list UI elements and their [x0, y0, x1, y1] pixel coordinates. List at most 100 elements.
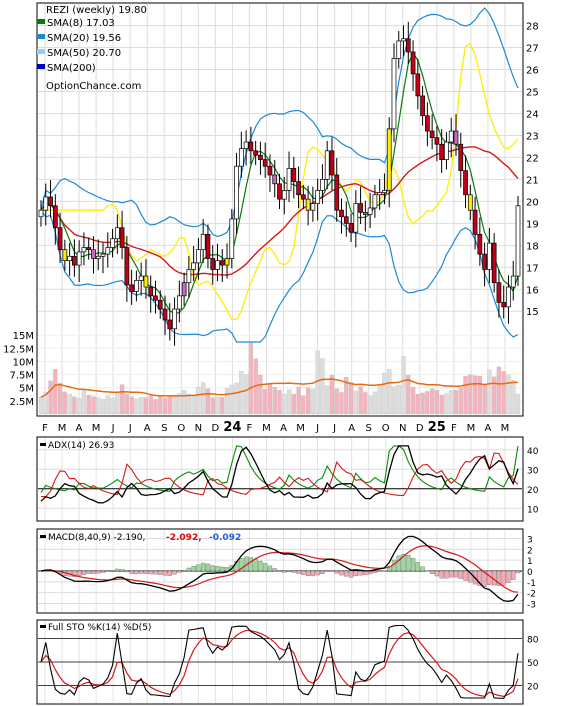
- volume-bar: [77, 398, 82, 415]
- macd-histogram-bar: [291, 570, 296, 573]
- volume-bar: [38, 397, 44, 415]
- macd-tick-label: -1: [527, 579, 536, 589]
- candle-body: [52, 205, 58, 229]
- macd-histogram-bar: [429, 570, 435, 574]
- macd-tick-label: -2: [527, 590, 536, 600]
- macd-histogram-bar: [353, 570, 358, 577]
- month-tick-label: M: [262, 423, 271, 434]
- candle-body: [410, 51, 416, 75]
- sto-tick-label: 20: [527, 682, 539, 692]
- legend-swatch-sma50: [37, 49, 45, 54]
- candle-body: [215, 260, 220, 270]
- volume-axis: 15M 12.5M 10M 7.5M 5M 2.5M: [3, 331, 34, 408]
- candle-body: [281, 190, 287, 200]
- candle-body: [296, 181, 301, 196]
- candle-body: [43, 196, 49, 211]
- macd-histogram-bar: [377, 570, 382, 572]
- candle-body: [272, 174, 278, 185]
- macd-histogram-bar: [139, 570, 144, 574]
- candle-body: [138, 275, 144, 281]
- candle-body: [363, 212, 368, 215]
- volume-bar: [258, 374, 263, 415]
- macd-tick-label: -3: [527, 601, 536, 611]
- macd-histogram-bar: [124, 570, 130, 573]
- candle-body: [420, 95, 425, 117]
- macd-histogram-bar: [186, 567, 192, 572]
- candle-body: [76, 251, 82, 266]
- candle-body: [200, 233, 206, 251]
- bollinger-lower-band: [40, 209, 519, 343]
- macd-histogram-bar: [344, 570, 349, 577]
- year-tick-label: 25: [428, 420, 446, 435]
- volume-bar: [339, 392, 344, 415]
- adx-tick-label: 30: [527, 466, 539, 476]
- candle-body: [110, 238, 115, 248]
- month-tick-label: M: [296, 423, 305, 434]
- volume-tick-label: 2.5M: [9, 397, 34, 408]
- yellow-overlay-line: [41, 43, 519, 320]
- volume-bar: [487, 369, 492, 415]
- volume-bar: [515, 393, 521, 415]
- volume-tick-label: 5M: [19, 384, 34, 395]
- macd-histogram-bar: [153, 570, 158, 575]
- month-tick-label: A: [485, 423, 492, 434]
- volume-bar: [325, 385, 330, 415]
- volume-bar: [444, 393, 449, 415]
- macd-label: MACD(8,40,9) -2.190,: [48, 533, 145, 543]
- candle-body: [238, 148, 244, 167]
- macd-histogram-bar: [329, 570, 335, 572]
- candle-body: [467, 194, 473, 211]
- month-tick-label: S: [365, 423, 371, 434]
- month-tick-label: A: [76, 423, 83, 434]
- candle-body: [167, 319, 173, 330]
- candle-body: [491, 242, 497, 284]
- macd-histogram-bar: [77, 570, 82, 576]
- macd-histogram-bar: [401, 554, 406, 572]
- volume-bar: [506, 374, 511, 415]
- candle-body: [386, 128, 392, 191]
- volume-bar: [186, 393, 192, 415]
- macd-histogram-bar: [167, 570, 172, 576]
- candle-body: [81, 247, 87, 253]
- volume-bar: [272, 387, 277, 415]
- macd-histogram-bar: [105, 570, 110, 572]
- volume-bar: [296, 387, 301, 415]
- candle-body: [157, 299, 163, 310]
- month-tick-label: A: [348, 423, 355, 434]
- volume-bar: [463, 375, 468, 415]
- volume-bar: [496, 366, 502, 415]
- macd-histogram-bar: [382, 570, 387, 572]
- volume-bar: [320, 358, 325, 415]
- volume-bar: [315, 350, 320, 415]
- macd-histogram-bar: [100, 570, 106, 573]
- volume-bar: [81, 390, 87, 415]
- candle-body: [439, 143, 445, 160]
- candle-body: [453, 130, 459, 145]
- price-tick-label: 27: [526, 44, 539, 55]
- adx-tick-label: 10: [527, 505, 539, 515]
- volume-bar: [286, 389, 292, 415]
- volume-bar: [224, 388, 230, 415]
- legend-sma50: SMA(50) 20.70: [47, 48, 121, 59]
- macd-histogram-bar: [239, 558, 244, 572]
- candle-body: [353, 203, 359, 233]
- volume-bar: [129, 396, 134, 415]
- volume-bar: [215, 396, 220, 415]
- volume-bar: [310, 389, 316, 415]
- candle-body: [67, 255, 72, 262]
- candle-body: [224, 258, 230, 266]
- macd-histogram-bar: [81, 570, 87, 575]
- macd-histogram-bar: [215, 565, 220, 572]
- volume-bar: [143, 397, 149, 415]
- candle-body: [515, 205, 521, 277]
- adx-panel-frame: [36, 436, 524, 522]
- volume-bar: [205, 388, 211, 415]
- candle-body: [95, 255, 101, 259]
- candle-body: [301, 194, 306, 200]
- volume-bar: [210, 397, 215, 415]
- volume-bar: [334, 388, 339, 415]
- volume-bar: [305, 387, 311, 415]
- candle-body: [267, 165, 273, 176]
- candle-body: [472, 209, 478, 235]
- candle-body: [153, 295, 158, 301]
